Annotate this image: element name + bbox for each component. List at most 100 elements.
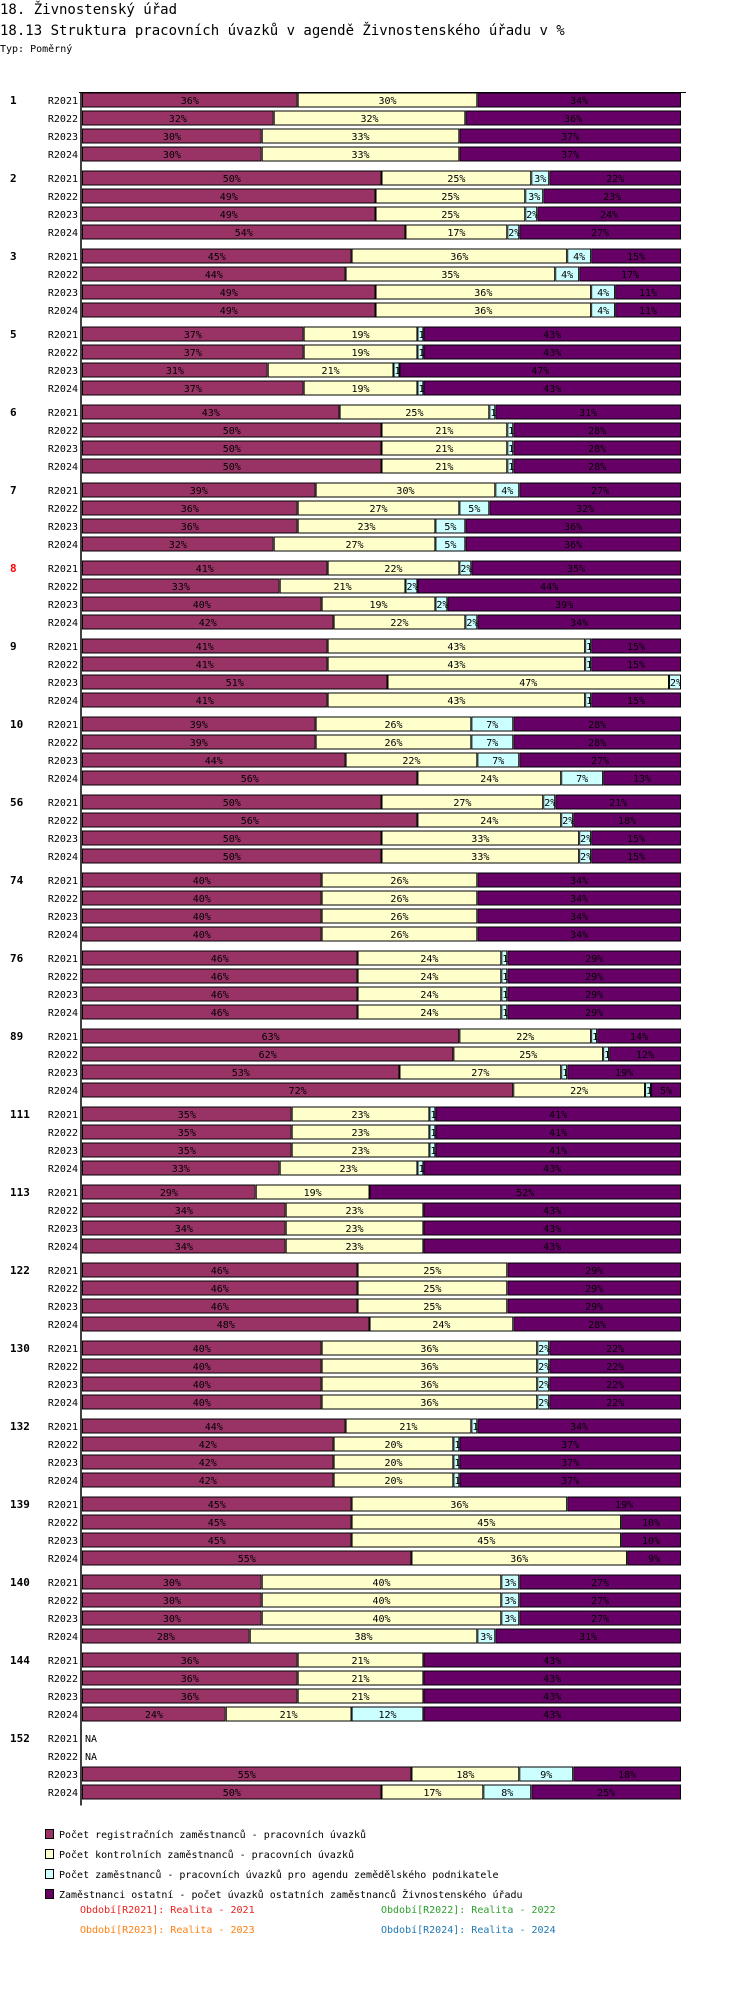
bar-rect [82,1532,352,1548]
data-label: 21% [322,366,340,377]
data-label: 45% [477,1518,495,1529]
data-label: 50% [223,444,241,455]
period-label: R2022 [48,1050,78,1061]
bar-rect [261,1610,502,1626]
bar-rect [82,110,274,126]
data-label: 46% [211,1302,229,1313]
bar-rect [82,1454,334,1470]
bar-rect [543,794,556,810]
bar-segment-control: 25% [357,1298,508,1314]
data-label: 37% [561,1476,579,1487]
data-label: 54% [235,228,253,239]
bar-rect [321,1394,538,1410]
data-label: 21% [334,582,352,593]
data-label: 5% [444,522,456,533]
data-label: 36% [420,1344,438,1355]
data-label: 2% [544,798,556,809]
bar-segment-registration: 44% [82,752,346,768]
bar-segment-agriculture: 3% [501,1610,520,1626]
bar-rect [525,206,538,222]
bar-rect [585,638,592,654]
bar-rect [537,1340,550,1356]
bar-rect [82,770,418,786]
bar-segment-registration: 43% [82,404,340,420]
data-label: 21% [435,426,453,437]
bar-rect [291,1124,430,1140]
period-label: R2023 [48,600,78,611]
bar-rect [82,128,262,144]
bar-rect [549,1358,681,1374]
data-label: 53% [232,1068,250,1079]
bar-segment-other: 41% [435,1106,681,1122]
period-label: R2023 [48,834,78,845]
bar-segment-control: 24% [369,1316,514,1332]
data-label: 43% [543,330,561,341]
data-label: 24% [420,990,438,1001]
bar-rect [333,614,466,630]
bar-segment-control: 36% [351,1496,568,1512]
bar-rect [471,716,514,732]
data-label: 24% [600,210,618,221]
bar-segment-registration: 40% [82,1376,322,1392]
bar-segment-other: 28% [513,734,682,750]
data-label: 26% [390,894,408,905]
period-label: R2022 [48,270,78,281]
bar-rect [303,344,418,360]
bar-segment-registration: 35% [82,1142,292,1158]
bar-rect [537,206,681,222]
bar-segment-agriculture: 3% [501,1592,520,1608]
period-label: R2023 [48,1068,78,1079]
bar-rect [82,794,382,810]
bar-rect [82,968,358,984]
bar-rect [423,1238,681,1254]
period-label: R2022 [48,1362,78,1373]
bar-rect [423,1688,681,1704]
bar-rect [82,422,382,438]
bar-segment-control: 43% [327,656,586,672]
data-label: 1% [586,660,598,671]
bar-segment-registration: 44% [82,266,346,282]
bar-rect [513,1316,682,1332]
bar-rect [669,674,682,690]
bar-rect [82,1184,256,1200]
data-label: 47% [531,366,549,377]
bar-rect [549,1376,681,1392]
bar-segment-other: 18% [573,812,681,828]
bar-rect [507,1262,682,1278]
group-label: 122 [10,1264,30,1277]
bar-segment-control: 24% [357,1004,502,1020]
data-label: 39% [555,600,573,611]
bar-rect [345,266,556,282]
data-label: 31% [166,366,184,377]
data-label: 4% [597,306,609,317]
bar-rect [591,638,682,654]
bar-segment-other: 31% [495,1628,681,1644]
bar-segment-other: 28% [513,440,682,456]
data-label: 4% [573,252,585,263]
bar-segment-registration: 31% [82,362,268,378]
bar-rect [82,1124,292,1140]
period-label: R2022 [48,1518,78,1529]
bar-segment-agriculture: 4% [591,284,616,300]
data-label: 40% [372,1614,390,1625]
bar-segment-control: 17% [405,224,508,240]
data-label: 21% [609,798,627,809]
bar-rect [82,1376,322,1392]
bar-rect [369,1184,681,1200]
bar-segment-control: 24% [357,950,502,966]
bar-segment-other: 11% [615,284,681,300]
bar-rect [82,1670,298,1686]
data-label: 41% [196,696,214,707]
bar-segment-other: 17% [579,266,681,282]
data-label: 2% [580,852,592,863]
data-label: 15% [627,834,645,845]
period-label: R2021 [48,720,78,731]
bar-rect [507,986,682,1002]
bar-rect [381,458,508,474]
data-label: 34% [175,1224,193,1235]
bar-rect [579,266,681,282]
bar-segment-control: 19% [255,1184,370,1200]
period-label: R2023 [48,1458,78,1469]
data-label: 1% [472,1422,484,1433]
bar-rect [82,1610,262,1626]
